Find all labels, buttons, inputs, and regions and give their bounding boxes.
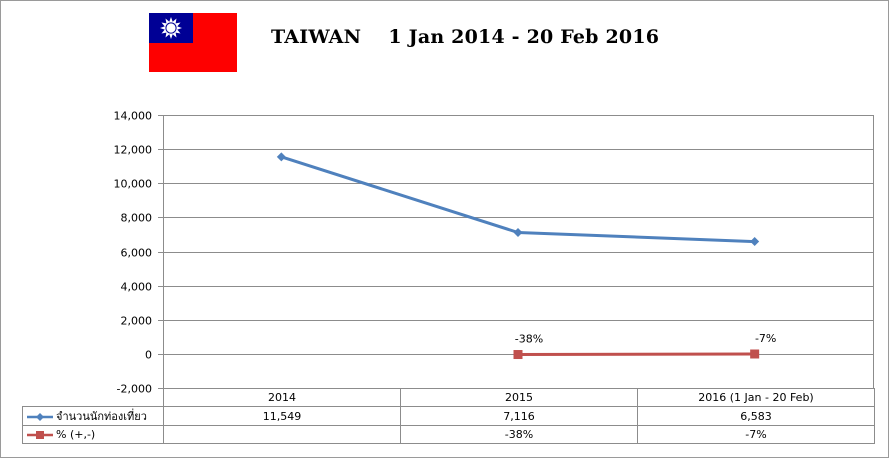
chart-title: TAIWAN 1 Jan 2014 - 20 Feb 2016	[271, 26, 660, 48]
data-table-row: % (+,-) -38% -7%	[22, 425, 875, 444]
y-tick-label: 14,000	[114, 110, 153, 123]
y-tick-label: 12,000	[114, 144, 153, 157]
legend-label: % (+,-)	[56, 428, 96, 441]
table-cell: -38%	[400, 425, 638, 444]
y-tick-label: 2,000	[121, 315, 153, 328]
category-label: 2016 (1 Jan - 20 Feb)	[637, 388, 875, 407]
legend-entry: จำนวนนักท่องเที่ยว	[22, 406, 164, 426]
legend-entry: % (+,-)	[22, 425, 164, 444]
data-table-corner	[22, 388, 164, 407]
data-point	[750, 237, 760, 247]
data-point	[513, 227, 523, 237]
y-tick-label: 8,000	[121, 212, 153, 225]
data-label: -7%	[755, 332, 776, 345]
data-label: -38%	[515, 333, 543, 346]
series-line	[517, 352, 755, 356]
category-label: 2014	[163, 388, 401, 407]
table-cell: 7,116	[400, 406, 638, 426]
table-cell	[163, 425, 401, 444]
y-tick-label: 0	[145, 349, 152, 362]
data-point	[276, 152, 286, 162]
table-cell: 11,549	[163, 406, 401, 426]
category-label: 2015	[400, 388, 638, 407]
blue-diamond-line-icon	[27, 413, 53, 421]
table-cell: 6,583	[637, 406, 875, 426]
data-point	[513, 350, 523, 360]
legend-label: จำนวนนักท่องเที่ยว	[56, 410, 147, 423]
data-table: 2014 2015 2016 (1 Jan - 20 Feb) จำนวนนัก…	[22, 388, 875, 444]
data-table-row: จำนวนนักท่องเที่ยว 11,549 7,116 6,583	[22, 406, 875, 426]
y-tick-label: 6,000	[121, 247, 153, 260]
y-tick-label: 4,000	[121, 281, 153, 294]
data-table-header-row: 2014 2015 2016 (1 Jan - 20 Feb)	[22, 388, 875, 407]
data-point	[750, 349, 760, 359]
y-tick-label: 10,000	[114, 178, 153, 191]
taiwan-flag-icon	[149, 13, 237, 72]
red-square-line-icon	[27, 431, 53, 439]
table-cell: -7%	[637, 425, 875, 444]
